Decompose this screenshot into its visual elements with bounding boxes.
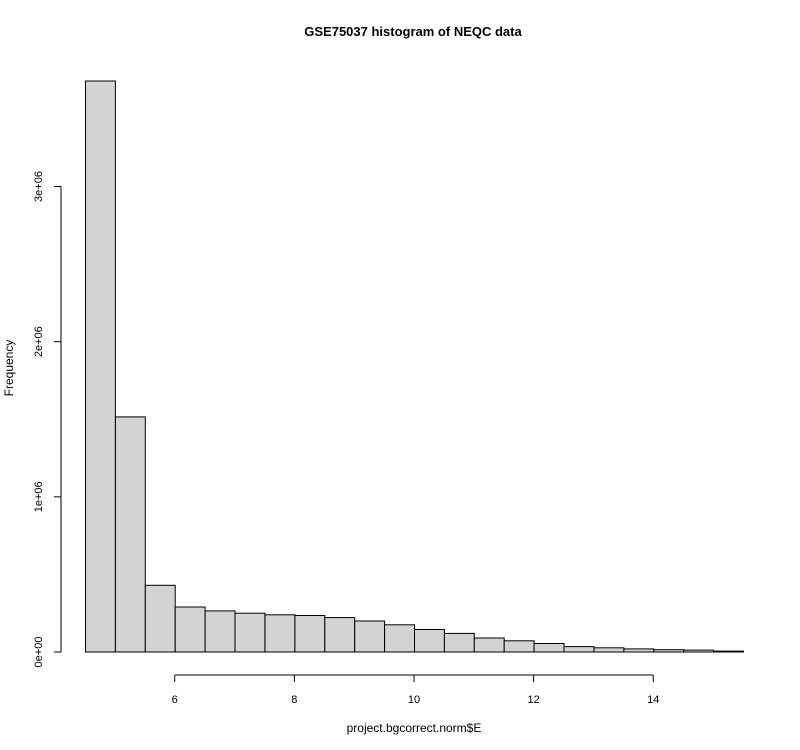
histogram-bar [414, 629, 445, 653]
histogram-bar [85, 80, 116, 653]
histogram-bar [204, 610, 236, 653]
histogram-bar [294, 615, 326, 653]
x-axis: 6 8 10 12 14 [172, 674, 659, 706]
histogram-bars [85, 80, 744, 653]
y-tick-label: 3e+06 [33, 171, 45, 202]
x-axis-label: project.bgcorrect.norm$E [347, 721, 482, 735]
histogram-bar [623, 648, 655, 653]
y-tick-label: 2e+06 [33, 326, 45, 357]
histogram-bar [473, 637, 505, 653]
histogram-bar [234, 612, 266, 653]
histogram-bar [593, 647, 625, 653]
histogram-bar [264, 614, 296, 653]
chart-title: GSE75037 histogram of NEQC data [304, 24, 522, 39]
y-tick-label: 0e+00 [33, 637, 45, 668]
x-tick-label: 14 [647, 694, 659, 706]
x-tick-label: 10 [408, 694, 420, 706]
y-tick-label: 1e+06 [33, 481, 45, 512]
histogram-bar [384, 624, 416, 653]
histogram-bar [563, 646, 595, 653]
histogram-bar [533, 643, 565, 653]
histogram-bar [443, 632, 475, 653]
histogram-bar [324, 617, 356, 653]
histogram-bar [354, 620, 386, 653]
histogram-bar [713, 650, 744, 653]
histogram-bar [174, 606, 206, 653]
histogram-bar [503, 640, 535, 653]
histogram-bar [144, 584, 176, 653]
x-tick-label: 6 [172, 694, 178, 706]
histogram-bar [653, 649, 685, 653]
histogram-bar [114, 416, 146, 653]
x-tick-label: 8 [291, 694, 297, 706]
x-tick-label: 12 [528, 694, 540, 706]
y-axis: 0e+00 1e+06 2e+06 3e+06 [33, 171, 62, 668]
histogram-bar [683, 649, 715, 653]
y-axis-label: Frequency [2, 340, 16, 397]
